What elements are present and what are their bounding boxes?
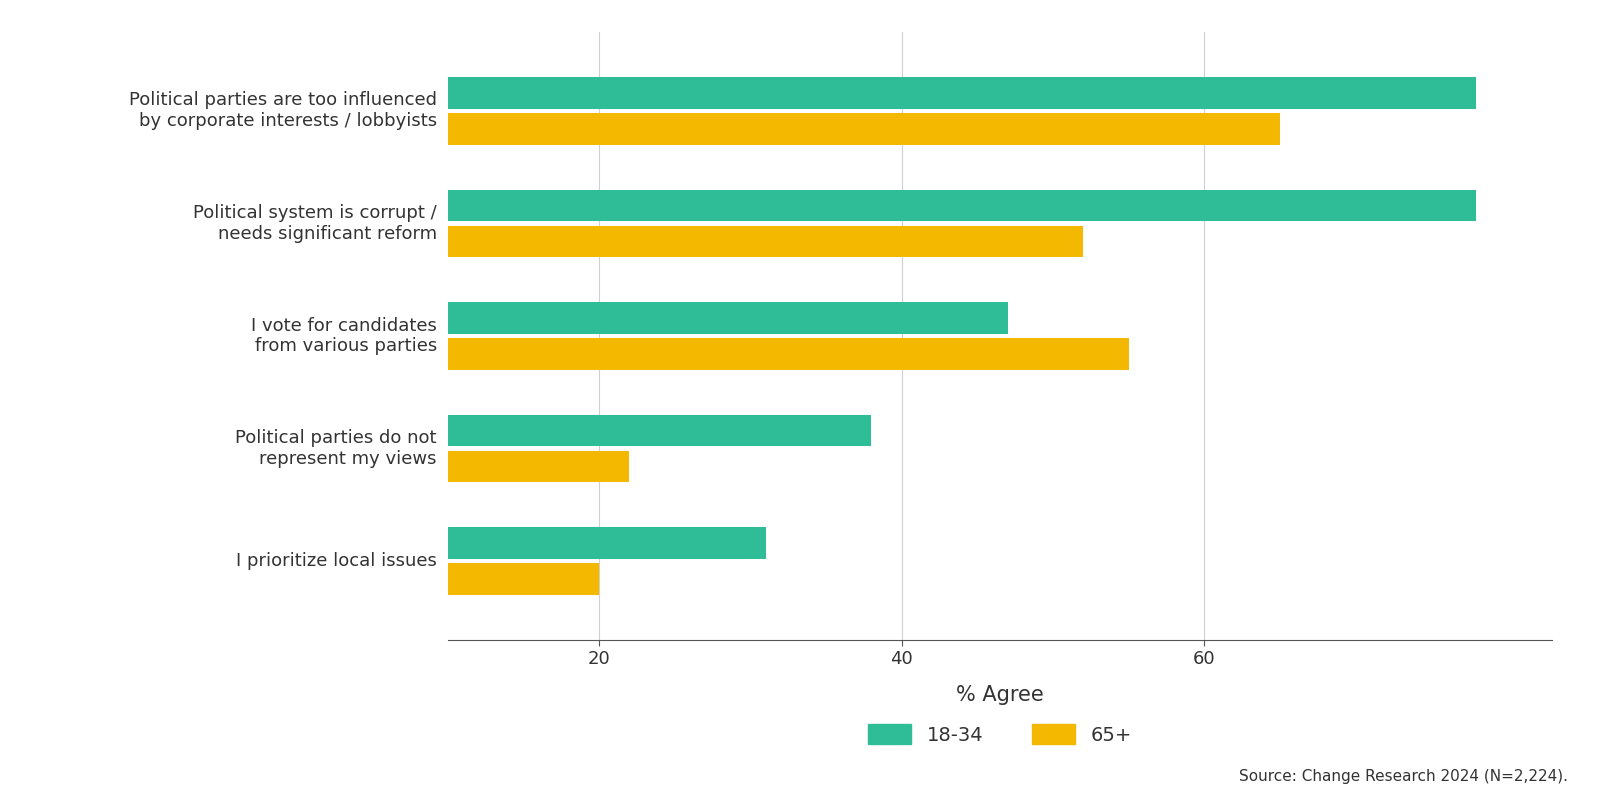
Text: Source: Change Research 2024 (N=2,224).: Source: Change Research 2024 (N=2,224). — [1238, 769, 1568, 784]
Bar — [296, 415, 872, 446]
Bar — [296, 302, 1008, 334]
Legend: 18-34, 65+: 18-34, 65+ — [850, 705, 1150, 764]
Bar — [296, 77, 1477, 109]
Bar — [296, 563, 600, 595]
Bar — [296, 190, 1477, 221]
Bar — [296, 451, 629, 482]
Bar — [296, 113, 1280, 145]
Bar — [296, 338, 1128, 370]
X-axis label: % Agree: % Agree — [957, 685, 1043, 705]
Bar — [296, 527, 765, 559]
Bar — [296, 226, 1083, 257]
